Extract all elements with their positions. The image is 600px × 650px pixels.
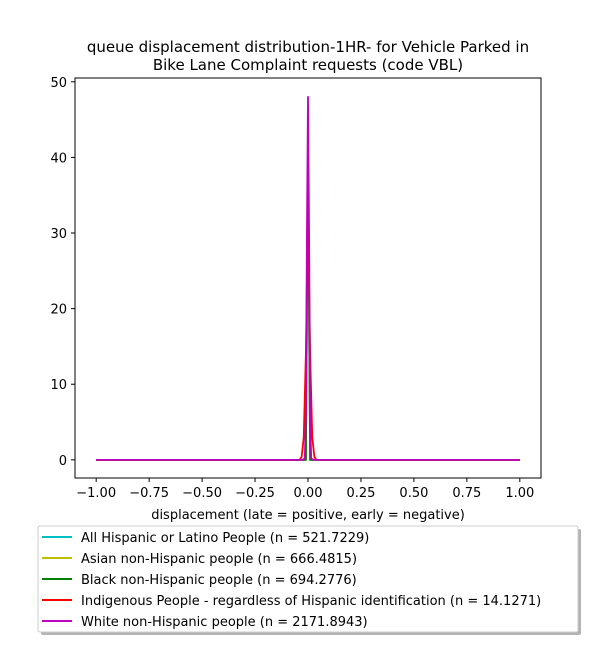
legend-label-2: Black non-Hispanic people (n = 694.2776)	[81, 573, 357, 588]
x-tick-label-4: 0.00	[294, 486, 323, 501]
legend-label-0: All Hispanic or Latino People (n = 521.7…	[81, 531, 369, 546]
legend-label-4: White non-Hispanic people (n = 2171.8943…	[81, 615, 368, 630]
legend-box	[37, 525, 579, 633]
x-tick-label-0: −1.00	[76, 486, 116, 501]
plot-lines	[96, 96, 520, 461]
x-tick-label-8: 1.00	[505, 486, 534, 501]
series-line-4	[96, 96, 520, 461]
legend-items: All Hispanic or Latino People (n = 521.7…	[42, 531, 541, 630]
x-tick-label-2: −0.50	[182, 486, 222, 501]
x-tick-label-6: 0.50	[399, 486, 428, 501]
x-tick-label-7: 0.75	[452, 486, 481, 501]
y-tick-label-1: 10	[50, 378, 67, 393]
x-tick-label-5: 0.25	[346, 486, 375, 501]
chart-title-line-2: Bike Lane Complaint requests (code VBL)	[153, 56, 463, 74]
chart-title: queue displacement distribution-1HR- for…	[87, 38, 529, 74]
x-axis-label: displacement (late = positive, early = n…	[151, 508, 465, 523]
y-tick-label-5: 50	[50, 76, 67, 91]
y-tick-label-4: 40	[50, 151, 67, 166]
y-tick-label-0: 0	[59, 454, 67, 469]
legend: All Hispanic or Latino People (n = 521.7…	[37, 525, 581, 635]
y-axis: 0 10 20 30 40 50	[50, 76, 75, 469]
chart-title-line-1: queue displacement distribution-1HR- for…	[87, 38, 529, 56]
x-tick-label-1: −0.75	[129, 486, 169, 501]
legend-label-3: Indigenous People - regardless of Hispan…	[81, 594, 541, 609]
x-axis: −1.00 −0.75 −0.50 −0.25 0.00 0.25 0.50 0.75 1.00	[76, 478, 534, 501]
series-line-3	[96, 209, 520, 461]
x-tick-label-3: −0.25	[235, 486, 275, 501]
y-tick-label-3: 30	[50, 227, 67, 242]
legend-label-1: Asian non-Hispanic people (n = 666.4815)	[81, 552, 357, 567]
y-tick-label-2: 20	[50, 303, 67, 318]
